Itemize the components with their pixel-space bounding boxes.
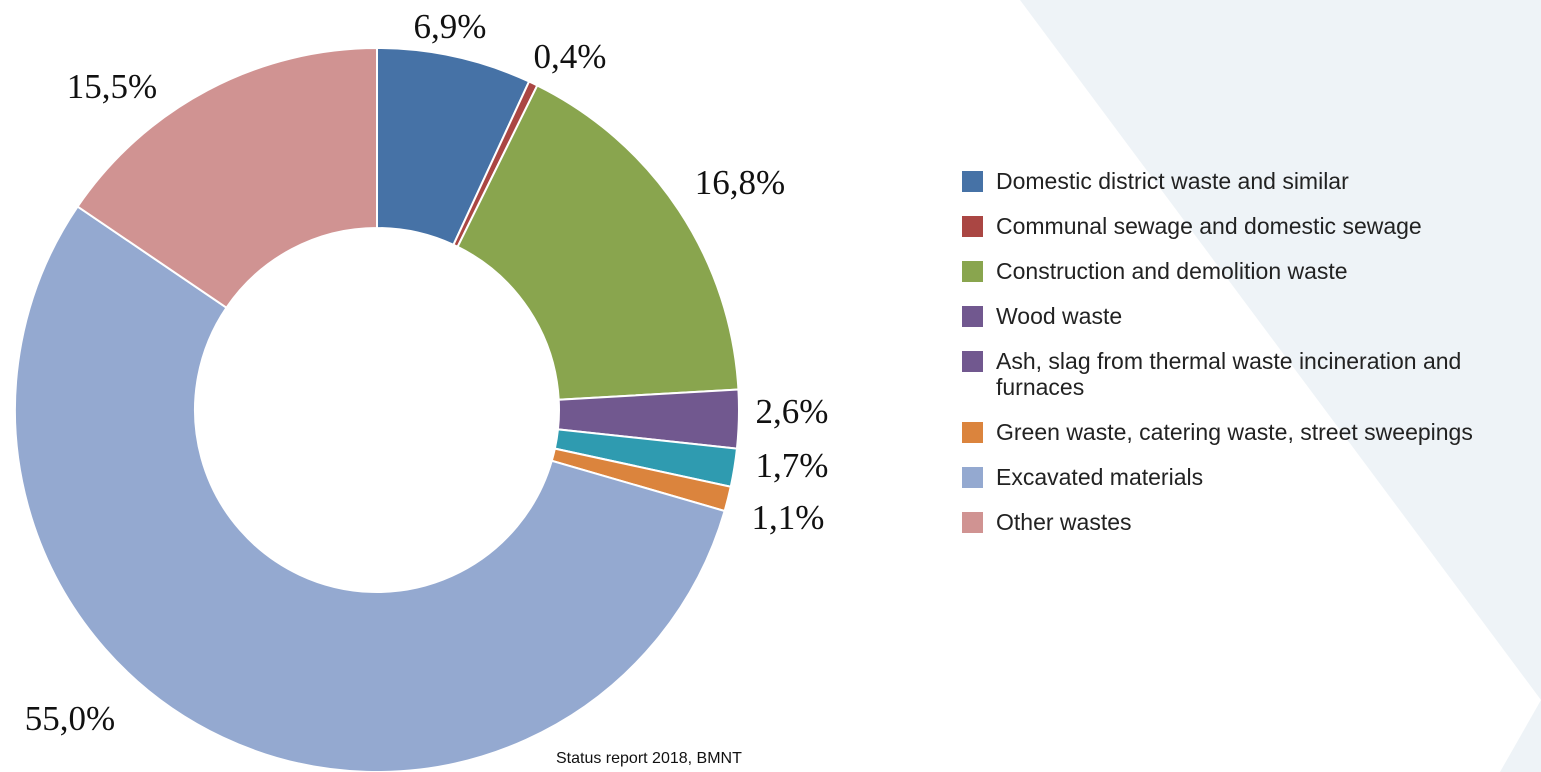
data-label: 55,0% bbox=[25, 699, 115, 738]
legend-swatch bbox=[962, 467, 983, 488]
legend-swatch bbox=[962, 512, 983, 533]
legend-swatch bbox=[962, 306, 983, 327]
legend-entry: Green waste, catering waste, street swee… bbox=[962, 419, 1537, 445]
legend-label: Green waste, catering waste, street swee… bbox=[996, 419, 1473, 445]
legend-entry: Excavated materials bbox=[962, 464, 1537, 490]
background-shape bbox=[1500, 700, 1541, 772]
legend-label: Ash, slag from thermal waste incineratio… bbox=[996, 348, 1462, 400]
data-label: 1,1% bbox=[752, 498, 825, 537]
legend-swatch bbox=[962, 261, 983, 282]
legend: Domestic district waste and similar Commu… bbox=[962, 168, 1537, 554]
legend-label: Excavated materials bbox=[996, 464, 1204, 490]
legend-entry: Communal sewage and domestic sewage bbox=[962, 213, 1537, 239]
data-label: 0,4% bbox=[534, 37, 607, 76]
legend-label: Construction and demolition waste bbox=[996, 258, 1348, 284]
legend-swatch bbox=[962, 171, 983, 192]
donut-slice bbox=[456, 84, 740, 401]
legend-entry: Ash, slag from thermal waste incineratio… bbox=[962, 348, 1537, 400]
legend-swatch bbox=[962, 422, 983, 443]
legend-entry: Domestic district waste and similar bbox=[962, 168, 1537, 194]
legend-label: Wood waste bbox=[996, 303, 1123, 329]
donut-slice bbox=[14, 205, 726, 772]
legend-swatch bbox=[962, 351, 983, 372]
data-label: 15,5% bbox=[67, 67, 157, 106]
data-label: 2,6% bbox=[756, 392, 829, 431]
background-shape bbox=[1020, 0, 1541, 700]
legend-label: Other wastes bbox=[996, 509, 1132, 535]
data-label: 1,7% bbox=[756, 446, 829, 485]
data-label: 16,8% bbox=[695, 163, 785, 202]
legend-entry: Wood waste bbox=[962, 303, 1537, 329]
legend-swatch bbox=[962, 216, 983, 237]
donut-slice bbox=[76, 46, 378, 310]
source-note: Status report 2018, BMNT bbox=[556, 750, 742, 767]
data-label: 6,9% bbox=[414, 7, 487, 46]
legend-entry: Other wastes bbox=[962, 509, 1537, 535]
legend-entry: Construction and demolition waste bbox=[962, 258, 1537, 284]
legend-label: Communal sewage and domestic sewage bbox=[996, 213, 1422, 239]
legend-label: Domestic district waste and similar bbox=[996, 168, 1349, 194]
